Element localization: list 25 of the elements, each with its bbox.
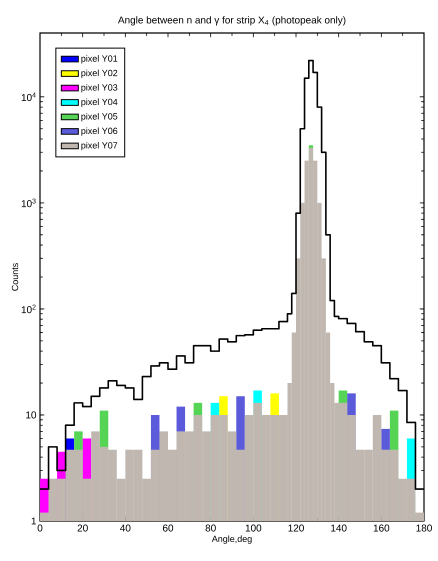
legend-label: pixel Y07 [81, 142, 118, 150]
chart-title: Angle between n and γ for strip X$_{4}$ (photopeak only) [118, 16, 346, 26]
x-tick-label: 40 [120, 524, 130, 532]
y-tick-label: 10$^{2}$ [22, 304, 36, 314]
y-tick-label: 1 [32, 518, 36, 524]
y-tick-label: 10 [26, 411, 36, 418]
x-tick-label: 160 [374, 524, 390, 532]
legend-label: pixel Y02 [81, 70, 118, 78]
legend-label: pixel Y01 [81, 55, 118, 64]
y-tick-label: 10$^{3}$ [22, 198, 36, 208]
y-tick-label: 10$^{4}$ [22, 92, 36, 102]
x-tick-label: 180 [416, 524, 432, 532]
x-tick-label: 120 [288, 524, 304, 532]
x-tick-label: 140 [331, 524, 347, 532]
x-tick-label: 0 [38, 524, 42, 532]
x-tick-label: 20 [78, 524, 88, 532]
x-tick-label: 60 [162, 524, 174, 532]
x-tick-label: 80 [206, 524, 216, 532]
x-tick-label: 100 [246, 524, 262, 532]
legend-label: pixel Y05 [81, 112, 118, 122]
legend-label: pixel Y03 [81, 84, 118, 92]
legend-label: pixel Y06 [81, 127, 118, 136]
legend-label: pixel Y04 [81, 98, 118, 107]
x-axis-title: Angle,deg [212, 535, 252, 544]
y-axis-title: Counts [12, 263, 18, 291]
